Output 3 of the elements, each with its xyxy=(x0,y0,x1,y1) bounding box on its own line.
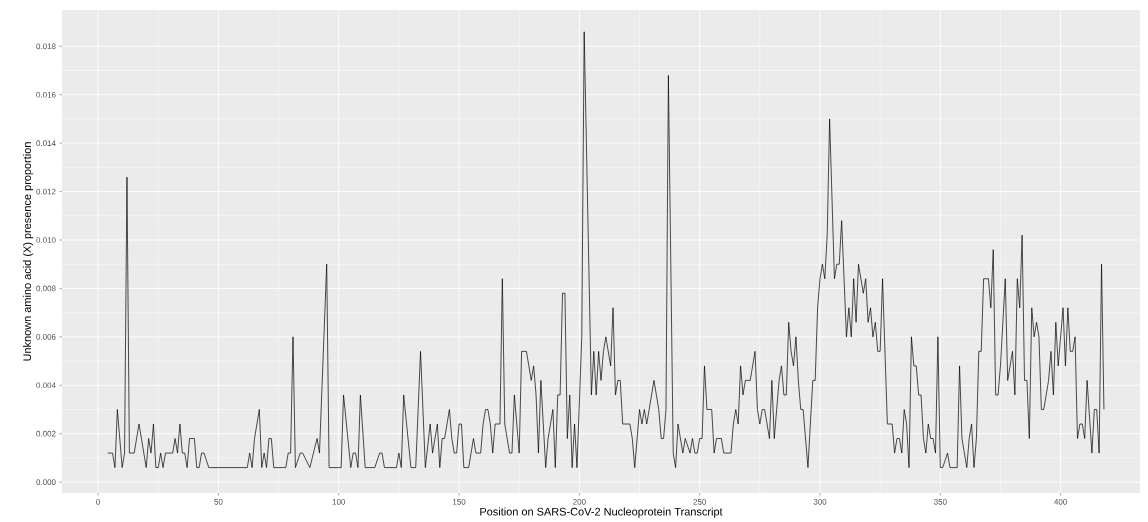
x-axis-title: Position on SARS-CoV-2 Nucleoprotein Transcript xyxy=(480,507,723,518)
y-axis-title: Unknown amino acid (X) presence proportion xyxy=(22,142,34,361)
line-series xyxy=(107,31,1105,468)
